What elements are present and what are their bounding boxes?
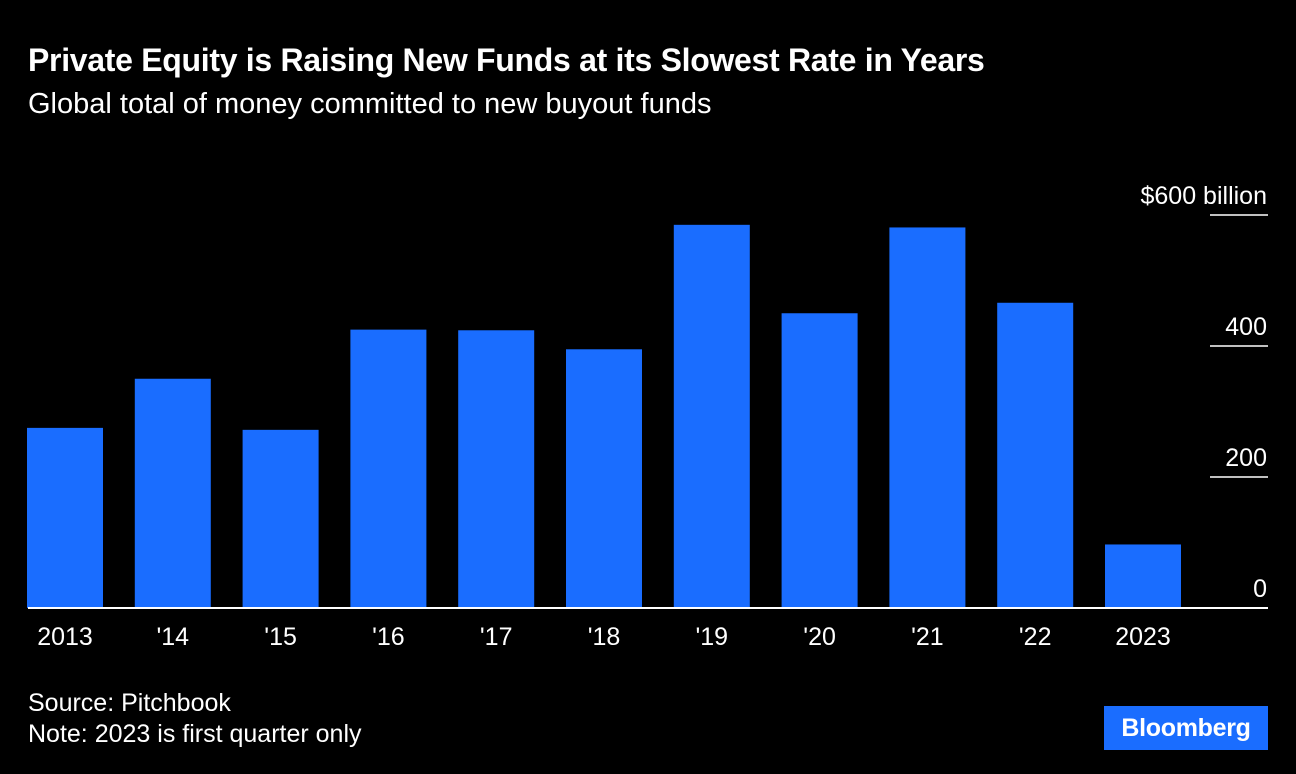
bar-5 <box>566 349 642 608</box>
bar-3 <box>350 329 427 608</box>
bloomberg-logo: Bloomberg <box>1104 706 1268 750</box>
chart-title: Private Equity is Raising New Funds at i… <box>28 42 985 78</box>
y-tick-label: 0 <box>1253 575 1267 603</box>
footnote: Note: 2023 is first quarter only <box>28 720 362 748</box>
x-tick-label: '20 <box>803 623 836 651</box>
chart-footer: Source: Pitchbook Note: 2023 is first qu… <box>28 688 362 750</box>
bar-chart: 0 200 400 $600 billion 2013 '14 '15 '16 '17 '18 '1… <box>27 182 1268 651</box>
x-tick-label: '21 <box>911 623 944 651</box>
bar-7 <box>781 313 858 608</box>
x-tick-label: 2013 <box>37 623 93 651</box>
x-tick-label: '14 <box>157 623 190 651</box>
y-tick-label: 200 <box>1225 444 1267 472</box>
bar-8 <box>889 227 966 608</box>
y-tick-label: $600 billion <box>1141 182 1268 210</box>
x-tick-label: '19 <box>696 623 729 651</box>
x-tick-label: 2023 <box>1115 623 1171 651</box>
bar-2 <box>242 429 319 608</box>
y-tick-label: 400 <box>1225 313 1267 341</box>
source-note: Source: Pitchbook <box>28 689 231 717</box>
bar-0 <box>27 427 103 608</box>
x-tick-label: '18 <box>588 623 621 651</box>
chart-subtitle: Global total of money committed to new b… <box>28 88 712 120</box>
bar-4 <box>458 330 535 608</box>
bar-6 <box>673 224 750 608</box>
bar-9 <box>997 302 1074 608</box>
x-tick-label: '16 <box>372 623 405 651</box>
x-tick-label: '22 <box>1019 623 1052 651</box>
bar-10 <box>1105 544 1181 608</box>
bar-1 <box>134 378 211 608</box>
x-tick-label: '17 <box>480 623 513 651</box>
x-tick-label: '15 <box>264 623 297 651</box>
